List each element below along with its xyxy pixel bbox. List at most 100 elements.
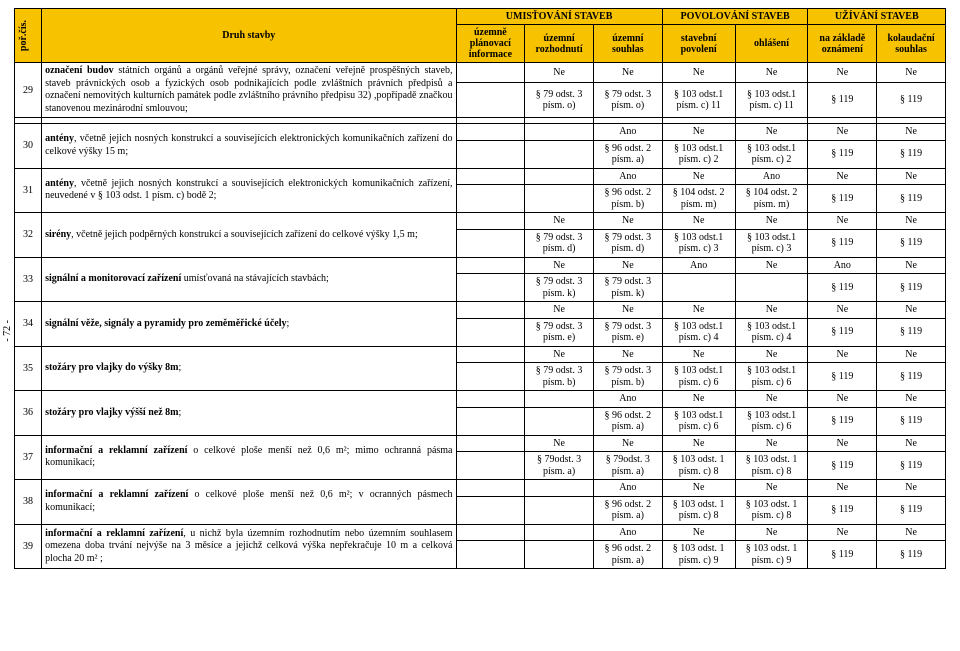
cell-reference: § 119 — [877, 407, 946, 435]
col-sub-6: na základě oznámení — [808, 25, 877, 63]
row-number: 37 — [15, 435, 42, 480]
table-row: 37informační a reklamní zařízení o celko… — [15, 435, 946, 452]
cell-reference: § 96 odst. 2 písm. a) — [593, 541, 662, 569]
row-description: informační a reklamní zařízení o celkové… — [42, 480, 456, 525]
row-number: 34 — [15, 302, 42, 347]
cell-reference: § 119 — [877, 452, 946, 480]
table-row: 36stožáry pro vlajky výšší než 8m;AnoNeN… — [15, 391, 946, 408]
cell-reference: § 79 odst. 3 písm. k) — [593, 274, 662, 302]
col-sub-7: kolaudační souhlas — [877, 25, 946, 63]
col-group-umist: UMISŤOVÁNÍ STAVEB — [456, 9, 662, 25]
cell-reference: § 119 — [877, 229, 946, 257]
cell-reference: § 119 — [877, 541, 946, 569]
row-number: 30 — [15, 124, 42, 169]
cell-status: Ne — [877, 168, 946, 185]
table-header: poř.čís. Druh stavby UMISŤOVÁNÍ STAVEB P… — [15, 9, 946, 63]
cell-status: Ne — [662, 480, 735, 497]
cell-reference: § 96 odst. 2 písm. b) — [593, 185, 662, 213]
row-description: informační a reklamní zařízení, u nichž … — [42, 524, 456, 569]
cell-status: Ne — [525, 302, 594, 319]
row-description: informační a reklamní zařízení o celkové… — [42, 435, 456, 480]
cell-reference: § 103 odst.1 písm. c) 2 — [662, 140, 735, 168]
cell-status — [525, 480, 594, 497]
table-row: 29označení budov státních orgánů a orgán… — [15, 63, 946, 83]
row-number: 38 — [15, 480, 42, 525]
cell-status: Ne — [808, 480, 877, 497]
row-description: signální věže, signály a pyramidy pro ze… — [42, 302, 456, 347]
cell-reference: § 119 — [808, 318, 877, 346]
col-sub-3: územní souhlas — [593, 25, 662, 63]
cell-reference — [456, 541, 525, 569]
cell-reference: § 119 — [808, 274, 877, 302]
table-body: 29označení budov státních orgánů a orgán… — [15, 63, 946, 569]
cell-status — [525, 391, 594, 408]
cell-status: Ne — [735, 391, 808, 408]
cell-reference: § 119 — [877, 363, 946, 391]
cell-reference: § 103 odst. 1 písm. c) 8 — [735, 452, 808, 480]
cell-status: Ne — [808, 346, 877, 363]
col-group-povol: POVOLOVÁNÍ STAVEB — [662, 9, 808, 25]
cell-reference: § 119 — [808, 229, 877, 257]
cell-status: Ne — [662, 168, 735, 185]
cell-status — [456, 124, 525, 141]
cell-reference: § 79 odst. 3 písm. d) — [593, 229, 662, 257]
cell-status: Ne — [525, 213, 594, 230]
table-row: 35stožáry pro vlajky do výšky 8m;NeNeNeN… — [15, 346, 946, 363]
row-description: antény, včetně jejich nosných konstrukcí… — [42, 124, 456, 169]
cell-reference: § 79 odst. 3 písm. e) — [525, 318, 594, 346]
cell-status: Ne — [877, 346, 946, 363]
cell-reference: § 119 — [808, 541, 877, 569]
col-group-uziv: UŽÍVÁNÍ STAVEB — [808, 9, 946, 25]
cell-reference: § 79 odst. 3 písm. k) — [525, 274, 594, 302]
cell-reference: § 79 odst. 3 písm. b) — [525, 363, 594, 391]
cell-status: Ano — [808, 257, 877, 274]
cell-status: Ne — [808, 435, 877, 452]
cell-reference — [456, 229, 525, 257]
cell-status — [456, 435, 525, 452]
cell-reference: § 79 odst. 3 písm. b) — [593, 363, 662, 391]
cell-reference: § 119 — [808, 185, 877, 213]
row-description: stožáry pro vlajky do výšky 8m; — [42, 346, 456, 391]
cell-reference — [525, 496, 594, 524]
cell-status: Ne — [808, 168, 877, 185]
cell-reference — [662, 274, 735, 302]
cell-status: Ne — [662, 213, 735, 230]
cell-status: Ne — [735, 346, 808, 363]
cell-reference — [456, 496, 525, 524]
cell-reference — [456, 363, 525, 391]
cell-reference: § 103 odst.1 písm. c) 3 — [735, 229, 808, 257]
row-number: 35 — [15, 346, 42, 391]
cell-reference: § 96 odst. 2 písm. a) — [593, 496, 662, 524]
row-description: označení budov státních orgánů a orgánů … — [42, 63, 456, 118]
cell-reference: § 103 odst.1 písm. c) 4 — [662, 318, 735, 346]
cell-status: Ano — [593, 168, 662, 185]
cell-status: Ne — [662, 302, 735, 319]
cell-reference — [456, 185, 525, 213]
cell-reference: § 119 — [808, 83, 877, 118]
cell-reference: § 96 odst. 2 písm. a) — [593, 407, 662, 435]
construction-table: poř.čís. Druh stavby UMISŤOVÁNÍ STAVEB P… — [14, 8, 946, 569]
col-sub-2: územní rozhodnutí — [525, 25, 594, 63]
cell-status: Ne — [877, 435, 946, 452]
cell-status — [456, 63, 525, 83]
cell-status: Ne — [735, 213, 808, 230]
cell-status: Ano — [593, 391, 662, 408]
cell-reference — [735, 274, 808, 302]
cell-status: Ne — [808, 524, 877, 541]
row-number: 31 — [15, 168, 42, 213]
cell-status: Ne — [662, 435, 735, 452]
cell-status: Ne — [525, 63, 594, 83]
cell-status: Ne — [662, 391, 735, 408]
cell-reference: § 103 odst.1 písm. c) 11 — [735, 83, 808, 118]
cell-status — [456, 480, 525, 497]
table-row: 31antény, včetně jejich nosných konstruk… — [15, 168, 946, 185]
cell-reference: § 103 odst.1 písm. c) 6 — [662, 363, 735, 391]
cell-reference — [456, 452, 525, 480]
cell-reference: § 79 odst. 3 písm. e) — [593, 318, 662, 346]
row-number: 36 — [15, 391, 42, 436]
cell-status: Ne — [877, 213, 946, 230]
cell-status: Ne — [877, 524, 946, 541]
cell-reference: § 119 — [877, 140, 946, 168]
cell-reference: § 119 — [808, 452, 877, 480]
cell-status — [456, 346, 525, 363]
